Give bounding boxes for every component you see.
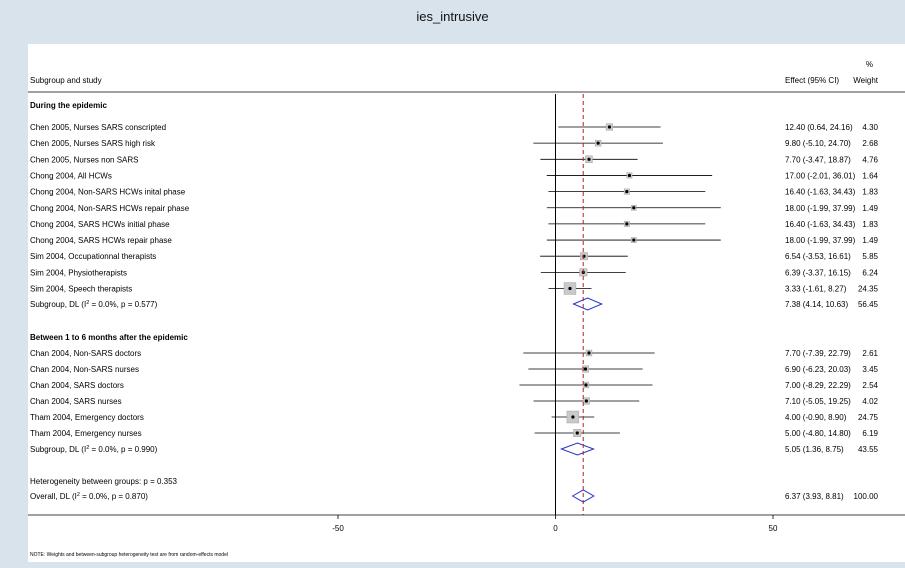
subgroup-label: Subgroup, DL (I2 = 0.0%, p = 0.577) [30,300,158,309]
effect-ci-value: 4.00 (-0.90, 8.90) [785,413,847,422]
forest-plot: Subgroup and study Effect (95% CI)% Weight… [28,60,905,558]
point-estimate [587,351,591,355]
effect-ci-value: 5.00 (-4.80, 14.80) [785,429,851,438]
study-label: Tham 2004, Emergency doctors [30,413,144,422]
weight-value: 4.76 [862,155,878,164]
effect-ci-value: 7.70 (-3.47, 18.87) [785,155,851,164]
weight-value: 1.49 [862,236,878,245]
study-label: Chen 2005, Nurses non SARS [30,155,139,164]
study-label: Chan 2004, Non-SARS nurses [30,365,139,374]
effect-ci-value: 16.40 (-1.63, 34.43) [785,188,856,197]
effect-ci-value: 16.40 (-1.63, 34.43) [785,220,856,229]
point-estimate [568,286,572,291]
subgroup-weight: 56.45 [858,300,879,309]
subgroup-effect-ci: 7.38 (4.14, 10.63) [785,300,848,309]
point-estimate [584,399,588,403]
study-label: Chan 2004, SARS doctors [30,381,124,390]
weight-value: 4.02 [862,397,878,406]
weight-value: 1.64 [862,171,878,180]
overall-diamond [571,489,595,503]
point-estimate [583,367,588,371]
point-estimate [607,125,612,129]
effect-ci-value: 6.39 (-3.37, 16.15) [785,268,851,277]
study-label: Chen 2005, Nurses SARS conscripted [30,123,166,132]
effect-column-header: Effect (95% CI) [785,76,839,85]
subgroup-label: Subgroup, DL (I2 = 0.0%, p = 0.990) [30,445,158,454]
effect-ci-value: 17.00 (-2.01, 36.01) [785,171,856,180]
effect-ci-value: 12.40 (0.64, 24.16) [785,123,853,132]
subgroup-heading: During the epidemic [30,101,107,110]
effect-ci-value: 3.33 (-1.61, 8.27) [785,285,847,294]
study-label: Chong 2004, All HCWs [30,171,112,180]
effect-ci-value: 18.00 (-1.99, 37.99) [785,236,856,245]
x-tick-label: 0 [553,524,558,533]
overall-label: Overall, DL (I2 = 0.0%, p = 0.870) [30,492,148,501]
effect-ci-value: 6.54 (-3.53, 16.61) [785,252,851,261]
subgroup-diamond [572,297,604,311]
weight-value: 6.19 [862,429,878,438]
weight-column-header-top: % [866,60,873,69]
weight-value: 2.68 [862,139,878,148]
study-label: Chan 2004, SARS nurses [30,397,122,406]
point-estimate [587,157,591,161]
effect-ci-value: 7.00 (-8.29, 22.29) [785,381,851,390]
subgroup-effect-ci: 5.05 (1.36, 8.75) [785,445,844,454]
x-tick-label: -50 [332,524,344,533]
point-estimate [632,238,636,242]
weight-value: 1.83 [862,220,878,229]
subgroup-diamond [559,442,595,456]
study-column-header: Subgroup and study [30,76,102,85]
weight-value: 2.54 [862,381,878,390]
study-label: Chong 2004, Non-SARS HCWs inital phase [30,188,186,197]
weight-value: 5.85 [862,252,878,261]
weight-value: 2.61 [862,349,878,358]
weight-column-header: Weight [853,76,879,85]
chart-title: ies_intrusive [416,9,489,24]
study-label: Sim 2004, Physiotherapists [30,268,127,277]
weight-value: 3.45 [862,365,878,374]
weight-value: 24.75 [858,413,879,422]
subgroup-weight: 43.55 [858,445,879,454]
study-label: Sim 2004, Speech therapists [30,285,132,294]
weight-value: 1.83 [862,188,878,197]
weight-value: 4.30 [862,123,878,132]
overall-effect-ci: 6.37 (3.93, 8.81) [785,492,844,501]
study-label: Chong 2004, SARS HCWs initial phase [30,220,170,229]
footnote: NOTE: Weights and between-subgroup heter… [30,552,228,558]
x-tick-label: 50 [769,524,778,533]
point-estimate [584,383,588,387]
plot-panel: Subgroup and study Effect (95% CI)% Weight… [28,44,905,562]
point-estimate [625,222,629,226]
weight-value: 6.24 [862,268,878,277]
study-label: Chong 2004, Non-SARS HCWs repair phase [30,204,190,213]
subgroup-heading: Between 1 to 6 months after the epidemic [30,333,188,342]
point-estimate [571,415,575,419]
study-label: Chong 2004, SARS HCWs repair phase [30,236,172,245]
point-estimate [596,141,600,145]
study-label: Sim 2004, Occupationnal therapists [30,252,156,261]
effect-ci-value: 9.80 (-5.10, 24.70) [785,139,851,148]
point-estimate [625,190,629,194]
study-label: Tham 2004, Emergency nurses [30,429,142,438]
heterogeneity-text: Heterogeneity between groups: p = 0.353 [30,477,178,486]
point-estimate [575,431,579,435]
weight-value: 24.35 [858,285,879,294]
point-estimate [627,173,632,178]
overall-weight: 100.00 [854,492,879,501]
study-label: Chan 2004, Non-SARS doctors [30,349,141,358]
weight-value: 1.49 [862,204,878,213]
effect-ci-value: 7.70 (-7.39, 22.79) [785,349,851,358]
effect-ci-value: 18.00 (-1.99, 37.99) [785,204,856,213]
point-estimate [632,206,636,210]
effect-ci-value: 7.10 (-5.05, 19.25) [785,397,851,406]
effect-ci-value: 6.90 (-6.23, 20.03) [785,365,851,374]
study-label: Chen 2005, Nurses SARS high risk [30,139,156,148]
